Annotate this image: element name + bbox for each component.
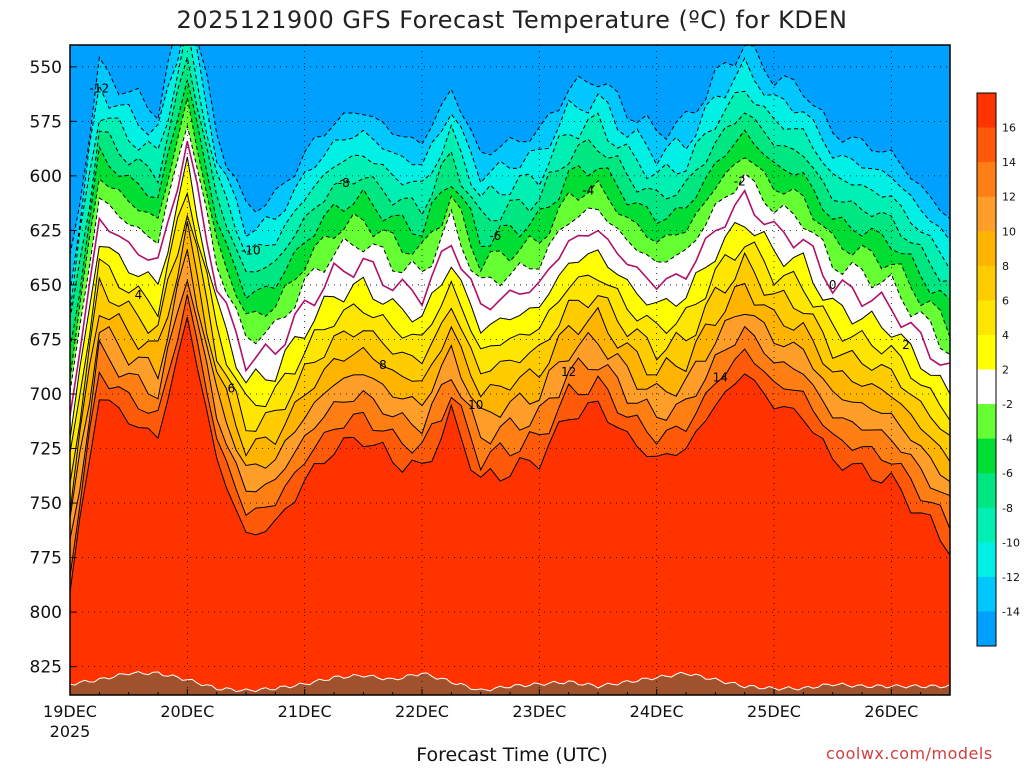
y-tick-label: 725 (30, 440, 62, 460)
temperature-fill-layer (70, 45, 950, 695)
contour-label: 6 (228, 382, 236, 396)
colorbar-segment (977, 404, 996, 440)
colorbar-frame (976, 92, 997, 647)
y-tick-label: 700 (30, 385, 62, 405)
gridlines (70, 45, 950, 695)
isotherm-16 (70, 316, 950, 593)
isotherm-8 (70, 221, 950, 513)
colorbar-label: 6 (1002, 294, 1009, 307)
colorbar-segment (977, 127, 996, 163)
colorbar-segment (977, 196, 996, 232)
colorbar: 16 14 12 10 8 6 4 2 -2 -4 -6 -8 -10 -12 -14 (976, 92, 1020, 647)
y-tick-label: 650 (30, 276, 62, 296)
y-tick-label: 575 (30, 112, 62, 132)
colorbar-label: -12 (1002, 571, 1020, 584)
x-tick-label: 19DEC (43, 702, 97, 721)
colorbar-label: 4 (1002, 329, 1009, 342)
terrain (70, 670, 950, 695)
freezing-line (70, 141, 950, 416)
isotherm--2 (70, 124, 950, 393)
colorbar-segment (977, 473, 996, 509)
x-year-label: 2025 (50, 722, 91, 741)
colorbar-segment (977, 265, 996, 301)
x-tick-label: 24DEC (630, 702, 684, 721)
contour-label: 8 (379, 358, 387, 372)
isotherm-layer (70, 45, 950, 593)
colorbar-label: -4 (1002, 433, 1013, 446)
colorbar-label: -14 (1002, 605, 1020, 618)
isotherm-10 (70, 249, 950, 519)
y-tick-label: 675 (30, 330, 62, 350)
isotherm-12 (70, 278, 950, 540)
x-tick-label: 26DEC (864, 702, 918, 721)
colorbar-segment (977, 93, 996, 129)
colorbar-segment (977, 334, 996, 370)
contour-label: 10 (468, 398, 483, 412)
contour-label: -4 (582, 183, 594, 197)
colorbar-label: 10 (1002, 225, 1016, 238)
colorbar-segment (977, 542, 996, 578)
contour-label: -2 (734, 174, 746, 188)
colorbar-label: -2 (1002, 398, 1013, 411)
colorbar-label: 12 (1002, 191, 1016, 204)
isotherm-14 (70, 294, 950, 577)
colorbar-segment (977, 231, 996, 267)
isotherm--6 (70, 79, 950, 349)
colorbar-segment (977, 162, 996, 198)
colorbar-segment (977, 369, 996, 405)
y-tick-label: 750 (30, 494, 62, 514)
colorbar-segment (977, 611, 996, 647)
x-axis-label: Forecast Time (UTC) (416, 744, 608, 766)
credit-link[interactable]: coolwx.com/models (826, 744, 993, 763)
x-axis: 19DEC 20DEC 21DEC 22DEC 23DEC 24DEC 25DEC 26DEC… (43, 689, 922, 741)
contour-label: 12 (561, 365, 576, 379)
y-axis: 550 575 600 625 650 675 700 725 750 775 800 825 (30, 58, 76, 678)
y-tick-label: 550 (30, 58, 62, 78)
contour-label: 14 (713, 371, 728, 385)
colorbar-label: -8 (1002, 502, 1013, 515)
isotherm--10 (70, 45, 950, 314)
colorbar-label: 2 (1002, 364, 1009, 377)
y-tick-label: 825 (30, 658, 62, 678)
colorbar-segment (977, 438, 996, 474)
colorbar-segment (977, 576, 996, 612)
isotherm--4 (70, 97, 950, 379)
chart-title: 2025121900 GFS Forecast Temperature (ºC)… (176, 6, 848, 34)
isotherm--14 (70, 45, 950, 256)
band-fill-16 (70, 317, 950, 695)
colorbar-label: 8 (1002, 260, 1009, 273)
isotherm--12 (70, 45, 950, 293)
colorbar-label: 16 (1002, 122, 1016, 135)
isotherm-4 (70, 191, 950, 454)
contour-label: -8 (338, 176, 350, 190)
contour-label: -6 (489, 229, 501, 243)
y-tick-label: 800 (30, 603, 62, 623)
colorbar-label: -6 (1002, 467, 1013, 480)
x-tick-label: 22DEC (395, 702, 449, 721)
isotherm--8 (70, 57, 950, 320)
contour-label-layer: -12 -10 -8 -6 -4 -2 0 2 4 6 8 10 12 14 (90, 82, 910, 412)
colorbar-segment (977, 507, 996, 543)
contour-label: 2 (902, 338, 910, 352)
colorbar-segment (977, 300, 996, 336)
y-tick-label: 625 (30, 221, 62, 241)
colorbar-label: 14 (1002, 156, 1016, 169)
contour-label: -12 (90, 82, 110, 96)
colorbar-label: -10 (1002, 536, 1020, 549)
y-tick-label: 600 (30, 167, 62, 187)
contour-label: 4 (135, 288, 143, 302)
contour-label: -10 (241, 243, 261, 257)
terrain-layer (70, 670, 950, 695)
isotherm-6 (70, 213, 950, 484)
x-tick-label: 25DEC (747, 702, 801, 721)
freezing-line-layer (70, 141, 950, 416)
x-tick-label: 21DEC (278, 702, 332, 721)
x-tick-label: 20DEC (160, 702, 214, 721)
y-tick-label: 775 (30, 549, 62, 569)
contour-label: 0 (829, 278, 837, 292)
isotherm-2 (70, 156, 950, 440)
x-tick-label: 23DEC (512, 702, 566, 721)
